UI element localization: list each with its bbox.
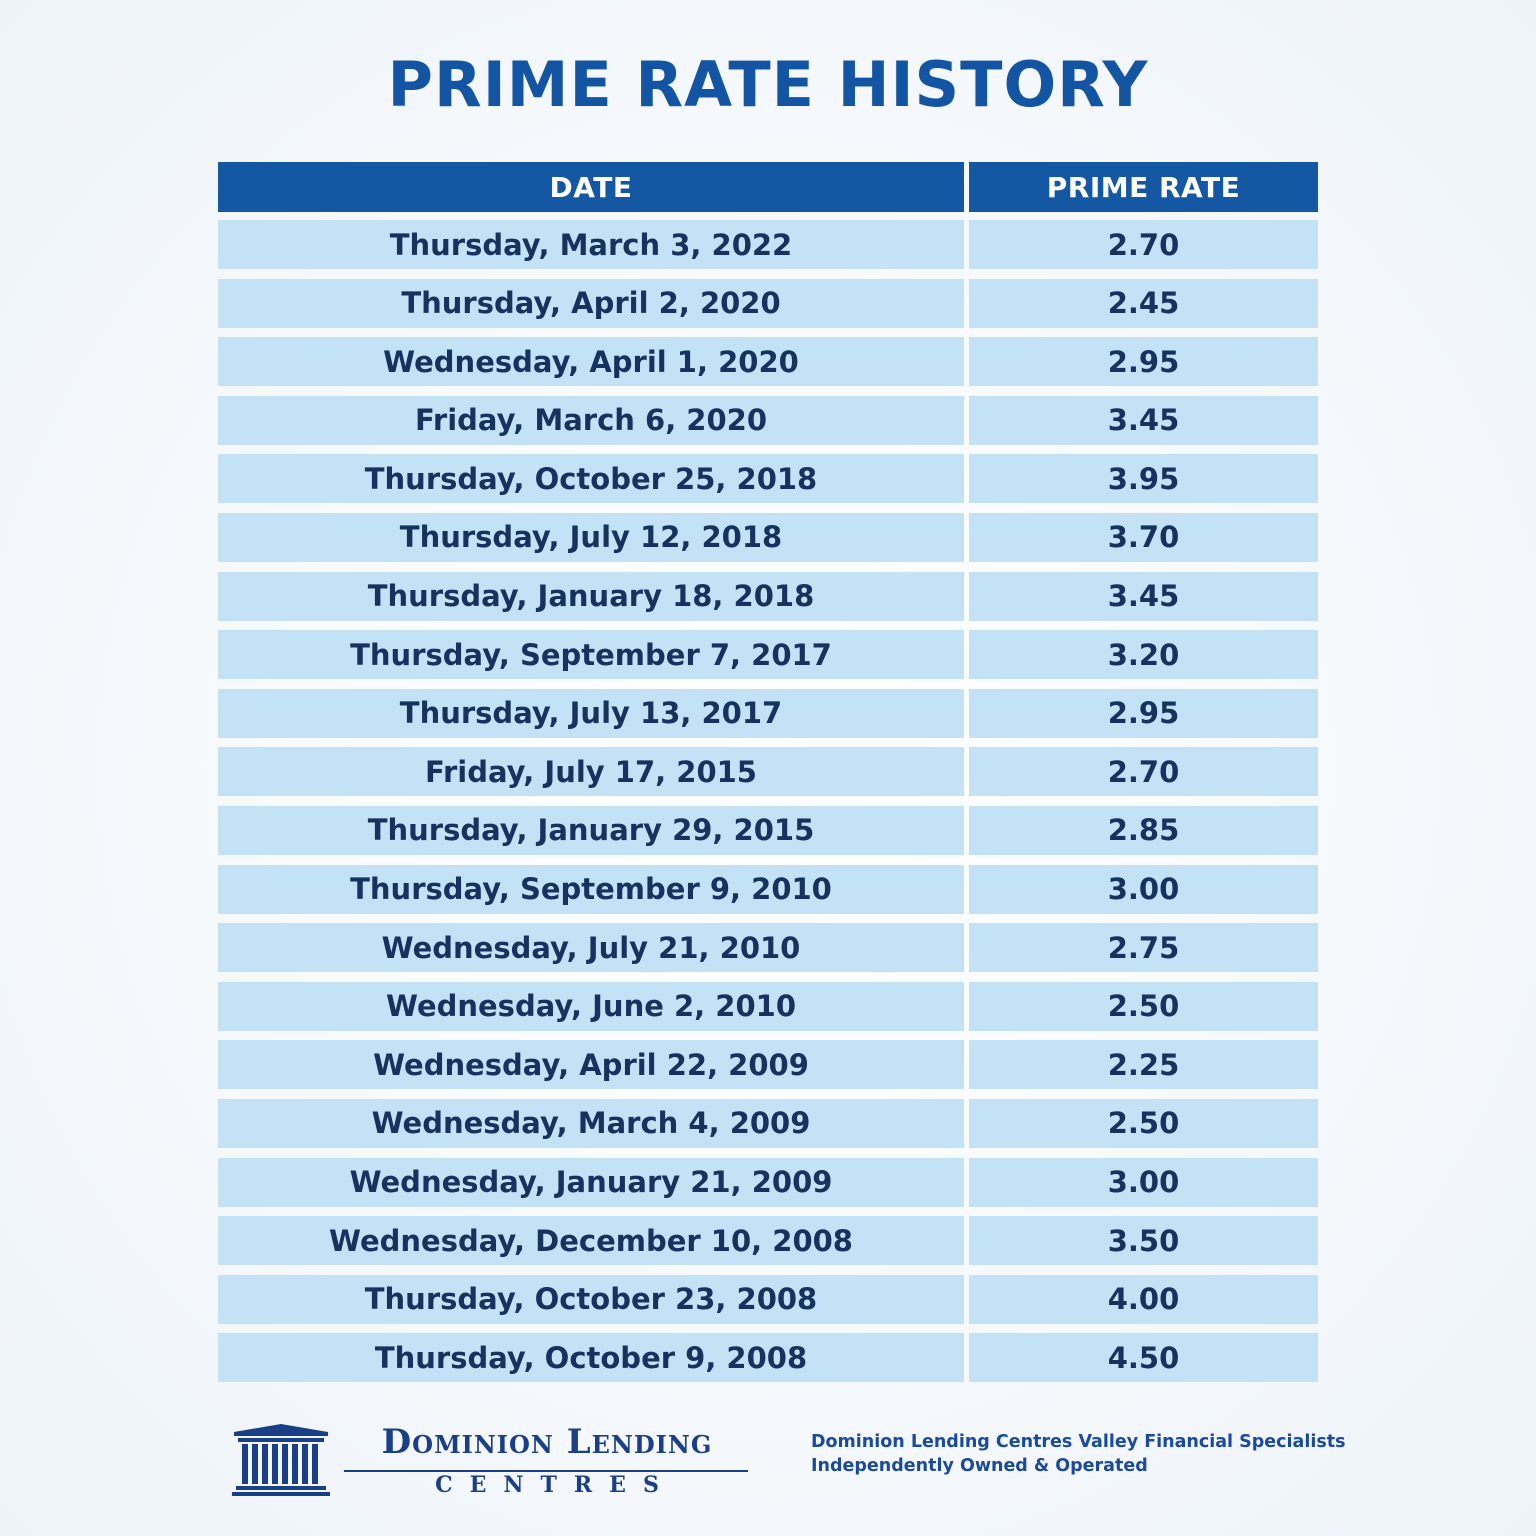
table-row: Wednesday, December 10, 2008 3.50 <box>218 1216 1318 1266</box>
table-row: Friday, July 17, 2015 2.70 <box>218 747 1318 797</box>
prime-rate-cell: 3.50 <box>969 1216 1318 1266</box>
footer: Dominion Lending CENTRES Dominion Lendin… <box>0 1410 1536 1510</box>
pillars-building-icon <box>230 1422 332 1496</box>
date-cell: Wednesday, December 10, 2008 <box>218 1216 964 1266</box>
date-cell: Wednesday, June 2, 2010 <box>218 981 964 1031</box>
prime-rate-column-header: PRIME RATE <box>969 162 1318 212</box>
table-header-row: DATE PRIME RATE <box>218 162 1318 212</box>
table-body: Thursday, March 3, 2022 2.70 Thursday, Apr… <box>218 220 1318 1383</box>
logo-wordmark: Dominion Lending CENTRES <box>344 1418 750 1502</box>
date-cell: Thursday, October 25, 2018 <box>218 454 964 504</box>
prime-rate-cell: 2.25 <box>969 1040 1318 1090</box>
company-tagline: Dominion Lending Centres Valley Financia… <box>811 1430 1346 1478</box>
prime-rate-cell: 2.50 <box>969 981 1318 1031</box>
date-cell: Thursday, October 9, 2008 <box>218 1333 964 1383</box>
table-row: Thursday, September 9, 2010 3.00 <box>218 864 1318 914</box>
prime-rate-cell: 3.00 <box>969 1157 1318 1207</box>
table-row: Thursday, March 3, 2022 2.70 <box>218 220 1318 269</box>
prime-rate-table: DATE PRIME RATE Thursday, March 3, 2022 2… <box>218 162 1318 1392</box>
prime-rate-cell: 3.95 <box>969 454 1318 504</box>
date-cell: Wednesday, April 1, 2020 <box>218 337 964 387</box>
prime-rate-cell: 2.95 <box>969 337 1318 387</box>
logo-subtitle: CENTRES <box>435 1472 676 1498</box>
date-cell: Thursday, October 23, 2008 <box>218 1274 964 1324</box>
date-cell: Friday, July 17, 2015 <box>218 747 964 797</box>
prime-rate-cell: 3.45 <box>969 395 1318 445</box>
tagline-line-1: Dominion Lending Centres Valley Financia… <box>811 1432 1346 1452</box>
prime-rate-cell: 3.20 <box>969 630 1318 680</box>
date-column-header: DATE <box>218 162 964 212</box>
date-cell: Wednesday, April 22, 2009 <box>218 1040 964 1090</box>
tagline-line-2: Independently Owned & Operated <box>811 1456 1148 1476</box>
prime-rate-cell: 3.70 <box>969 512 1318 562</box>
page-title: PRIME RATE HISTORY <box>387 48 1149 121</box>
logo-divider <box>344 1470 748 1472</box>
date-cell: Thursday, July 12, 2018 <box>218 512 964 562</box>
table-row: Thursday, July 12, 2018 3.70 <box>218 512 1318 562</box>
date-cell: Wednesday, January 21, 2009 <box>218 1157 964 1207</box>
prime-rate-cell: 2.85 <box>969 805 1318 855</box>
table-row: Thursday, October 9, 2008 4.50 <box>218 1333 1318 1383</box>
table-row: Thursday, July 13, 2017 2.95 <box>218 688 1318 738</box>
prime-rate-cell: 3.00 <box>969 864 1318 914</box>
table-row: Thursday, September 7, 2017 3.20 <box>218 630 1318 680</box>
table-row: Wednesday, January 21, 2009 3.00 <box>218 1157 1318 1207</box>
table-row: Thursday, October 23, 2008 4.00 <box>218 1274 1318 1324</box>
prime-rate-cell: 2.75 <box>969 923 1318 973</box>
prime-rate-cell: 4.00 <box>969 1274 1318 1324</box>
date-cell: Thursday, July 13, 2017 <box>218 688 964 738</box>
prime-rate-cell: 2.70 <box>969 220 1318 269</box>
table-row: Thursday, October 25, 2018 3.95 <box>218 454 1318 504</box>
table-row: Wednesday, March 4, 2009 2.50 <box>218 1098 1318 1148</box>
table-row: Thursday, April 2, 2020 2.45 <box>218 278 1318 328</box>
date-cell: Thursday, January 18, 2018 <box>218 571 964 621</box>
date-cell: Wednesday, March 4, 2009 <box>218 1098 964 1148</box>
table-row: Wednesday, April 22, 2009 2.25 <box>218 1040 1318 1090</box>
table-row: Friday, March 6, 2020 3.45 <box>218 395 1318 445</box>
date-cell: Thursday, April 2, 2020 <box>218 278 964 328</box>
table-row: Wednesday, June 2, 2010 2.50 <box>218 981 1318 1031</box>
date-cell: Friday, March 6, 2020 <box>218 395 964 445</box>
prime-rate-cell: 2.70 <box>969 747 1318 797</box>
date-cell: Wednesday, July 21, 2010 <box>218 923 964 973</box>
date-cell: Thursday, September 9, 2010 <box>218 864 964 914</box>
table-row: Thursday, January 18, 2018 3.45 <box>218 571 1318 621</box>
date-cell: Thursday, January 29, 2015 <box>218 805 964 855</box>
prime-rate-cell: 2.45 <box>969 278 1318 328</box>
prime-rate-cell: 3.45 <box>969 571 1318 621</box>
table-row: Wednesday, July 21, 2010 2.75 <box>218 923 1318 973</box>
logo-name: Dominion Lending <box>381 1422 713 1462</box>
prime-rate-cell: 2.95 <box>969 688 1318 738</box>
date-cell: Thursday, March 3, 2022 <box>218 220 964 269</box>
table-row: Thursday, January 29, 2015 2.85 <box>218 805 1318 855</box>
date-cell: Thursday, September 7, 2017 <box>218 630 964 680</box>
table-row: Wednesday, April 1, 2020 2.95 <box>218 337 1318 387</box>
prime-rate-cell: 4.50 <box>969 1333 1318 1383</box>
prime-rate-cell: 2.50 <box>969 1098 1318 1148</box>
